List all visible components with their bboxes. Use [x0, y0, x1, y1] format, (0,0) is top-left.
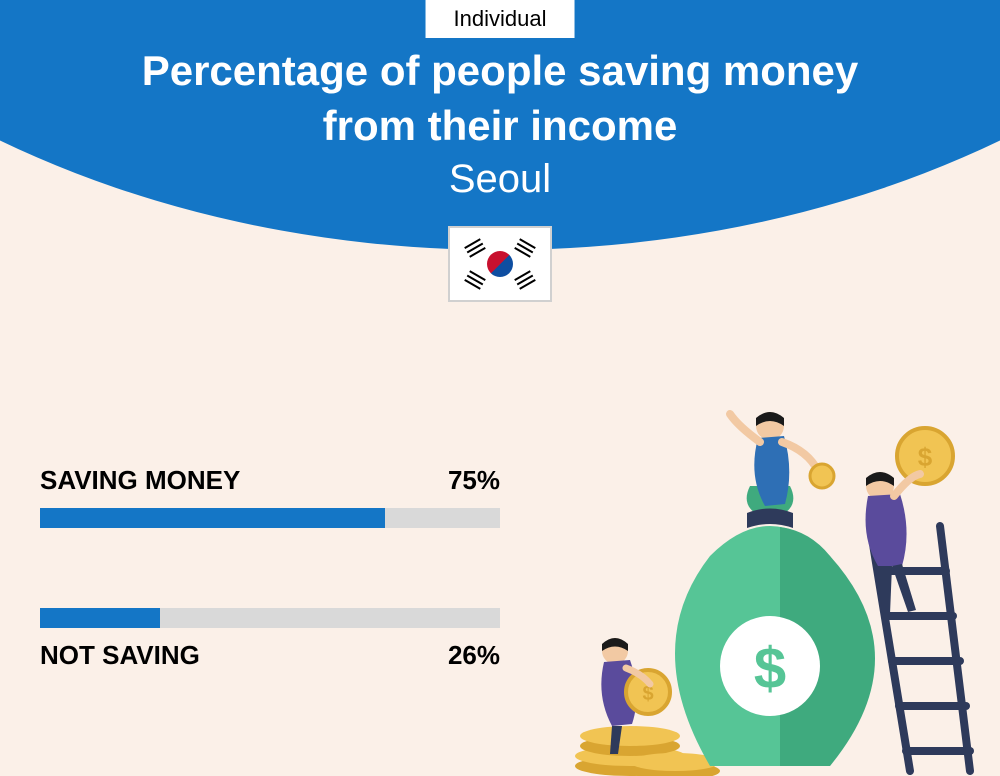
title-block: Percentage of people saving money from t… [0, 44, 1000, 202]
bar-labels-not-saving: NOT SAVING 26% [40, 640, 500, 671]
svg-text:$: $ [918, 442, 933, 472]
bar-row-not-saving: NOT SAVING 26% [40, 608, 500, 671]
bar-row-saving: SAVING MONEY 75% [40, 465, 500, 528]
south-korea-flag-icon [458, 236, 542, 292]
bar-value: 26% [448, 640, 500, 671]
person-top-icon [730, 412, 834, 506]
category-pill: Individual [426, 0, 575, 38]
bar-value: 75% [448, 465, 500, 496]
bar-label: SAVING MONEY [40, 465, 240, 496]
bar-fill-not-saving [40, 608, 160, 628]
flag-container [448, 226, 552, 302]
category-label: Individual [454, 6, 547, 31]
bar-labels-saving: SAVING MONEY 75% [40, 465, 500, 496]
location-label: Seoul [0, 157, 1000, 202]
money-bag-icon: $ [675, 486, 875, 766]
bar-track [40, 508, 500, 528]
bar-fill-saving [40, 508, 385, 528]
bar-label: NOT SAVING [40, 640, 200, 671]
bar-track [40, 608, 500, 628]
main-title-line2: from their income [0, 99, 1000, 154]
bars-section: SAVING MONEY 75% NOT SAVING 26% [40, 465, 500, 671]
savings-illustration: $ $ $ [560, 396, 980, 776]
main-title-line1: Percentage of people saving money [0, 44, 1000, 99]
svg-text:$: $ [754, 636, 786, 701]
